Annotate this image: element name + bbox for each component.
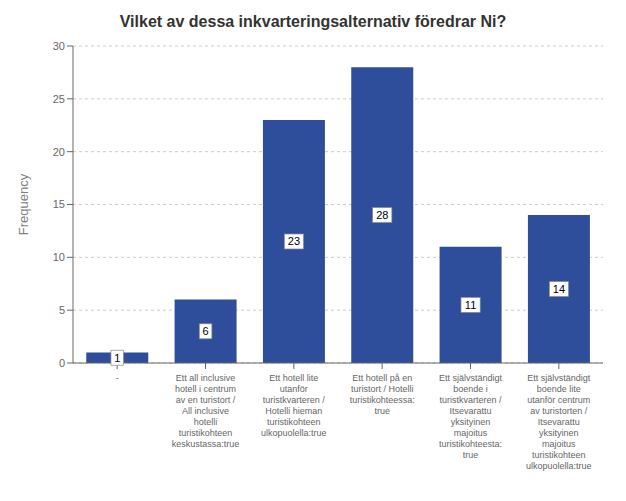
svg-text:Ett all inclusivehotell i cent: Ett all inclusivehotell i centrumav en t… [172,373,240,449]
svg-text:1: 1 [114,352,120,364]
svg-text:Frequency: Frequency [16,173,31,235]
svg-text:23: 23 [288,235,300,247]
svg-text:25: 25 [53,93,65,105]
svg-text:0: 0 [59,357,65,369]
svg-text:14: 14 [553,283,565,295]
svg-text:5: 5 [59,304,65,316]
svg-text:20: 20 [53,146,65,158]
svg-text:10: 10 [53,251,65,263]
svg-text:28: 28 [376,209,388,221]
svg-text:Ett självständigtboende liteut: Ett självständigtboende liteutanför cent… [526,373,592,471]
svg-text:15: 15 [53,198,65,210]
html-text:Vilket av dessa inkvarteringsa: Vilket av dessa inkvarteringsalternativ … [119,13,507,30]
svg-text:Ett hotell på enturistort / Ho: Ett hotell på enturistort / Hotellituris… [350,373,415,416]
svg-text:30: 30 [53,40,65,52]
svg-text:-: - [116,373,119,383]
svg-text:11: 11 [465,299,476,311]
svg-text:6: 6 [203,325,209,337]
svg-text:Ett hotell liteutanförturistkv: Ett hotell liteutanförturistkvarteren /H… [261,373,327,438]
svg-text:Ett självständigtboende ituris: Ett självständigtboende ituristkvarteren… [439,373,503,460]
